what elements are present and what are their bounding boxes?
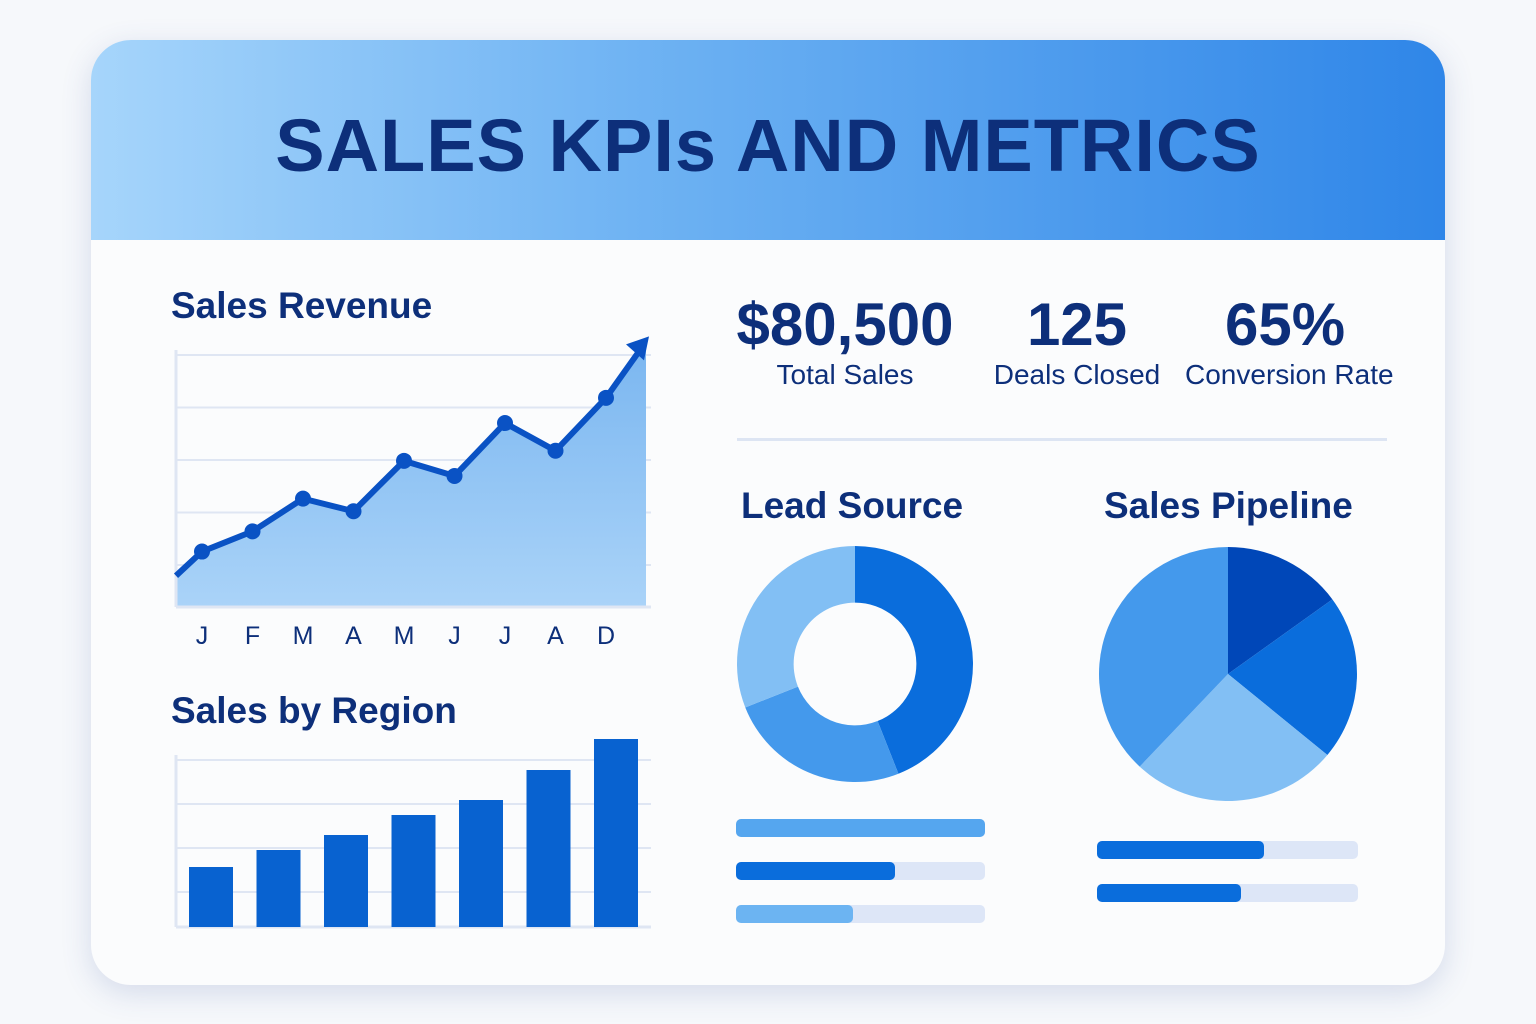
- lead-source-progress-fill: [736, 819, 985, 837]
- sales-pipeline-progress-track: [1097, 884, 1358, 902]
- data-point: [345, 503, 362, 520]
- lead-source-progress-track: [736, 905, 985, 923]
- sales-pipeline-progress-fill: [1097, 884, 1241, 902]
- data-point: [497, 415, 513, 432]
- kpi-deals-closed: 125 Deals Closed: [987, 290, 1167, 391]
- kpi-value: $80,500: [736, 291, 954, 358]
- data-point: [194, 543, 210, 560]
- region-bar: [459, 800, 503, 927]
- lead-source-slice: [745, 686, 899, 783]
- x-tick-label: A: [547, 622, 564, 650]
- data-point: [244, 523, 261, 540]
- divider: [737, 438, 1387, 441]
- sales-pipeline-progress-track: [1097, 841, 1358, 859]
- sales-pipeline-title: Sales Pipeline: [1104, 485, 1353, 526]
- x-tick-label: A: [345, 622, 362, 650]
- kpi-conversion-rate: 65% Conversion Rate: [1185, 290, 1394, 391]
- page-title: SALES KPIs AND METRICS: [275, 104, 1261, 187]
- data-point: [396, 452, 412, 469]
- sales-pipeline-slice: [1139, 674, 1328, 802]
- lead-source-title: Lead Source: [741, 485, 964, 526]
- lead-source-progress-fill: [736, 862, 896, 880]
- lead-source-slice: [736, 546, 855, 708]
- lead-source-slice: [855, 546, 974, 774]
- sales-pipeline-progress-fill: [1097, 841, 1265, 859]
- data-point: [547, 442, 564, 459]
- region-bar: [189, 867, 233, 927]
- kpi-label: Conversion Rate: [1185, 359, 1394, 390]
- kpi-value: 125: [1026, 291, 1128, 358]
- x-tick-label: F: [245, 622, 260, 650]
- data-point: [598, 389, 614, 406]
- region-bar: [526, 770, 571, 927]
- x-tick-label: M: [293, 622, 314, 650]
- header-banner: [91, 40, 1445, 240]
- sales-revenue-title: Sales Revenue: [171, 285, 433, 326]
- region-bar: [324, 835, 368, 927]
- lead-source-progress-fill: [736, 905, 854, 923]
- sales-pipeline-slice: [1228, 547, 1333, 674]
- data-point: [446, 467, 463, 484]
- data-point: [295, 490, 311, 507]
- region-bar: [594, 739, 638, 927]
- lead-source-progress-track: [736, 862, 985, 880]
- revenue-area: [176, 342, 646, 607]
- kpi-total-sales: $80,500 Total Sales: [725, 290, 965, 391]
- x-tick-label: J: [499, 622, 512, 650]
- sales-by-region-title: Sales by Region: [171, 690, 457, 731]
- lead-source-progress-track: [736, 819, 985, 837]
- kpi-label: Deals Closed: [993, 359, 1161, 390]
- sales-pipeline-slice: [1099, 547, 1228, 767]
- kpi-label: Total Sales: [776, 359, 914, 390]
- kpi-value: 65%: [1224, 291, 1346, 358]
- sales-pipeline-slice: [1228, 599, 1357, 755]
- x-tick-label: M: [394, 622, 415, 650]
- region-bar: [391, 815, 436, 927]
- dashboard-card: SALES KPIs AND METRICS Sales Revenue Sal…: [91, 40, 1445, 985]
- x-tick-label: D: [597, 622, 615, 650]
- trend-arrow-icon: [626, 336, 649, 361]
- x-tick-label: J: [196, 622, 209, 650]
- x-tick-label: J: [448, 622, 461, 650]
- region-bar: [256, 850, 301, 927]
